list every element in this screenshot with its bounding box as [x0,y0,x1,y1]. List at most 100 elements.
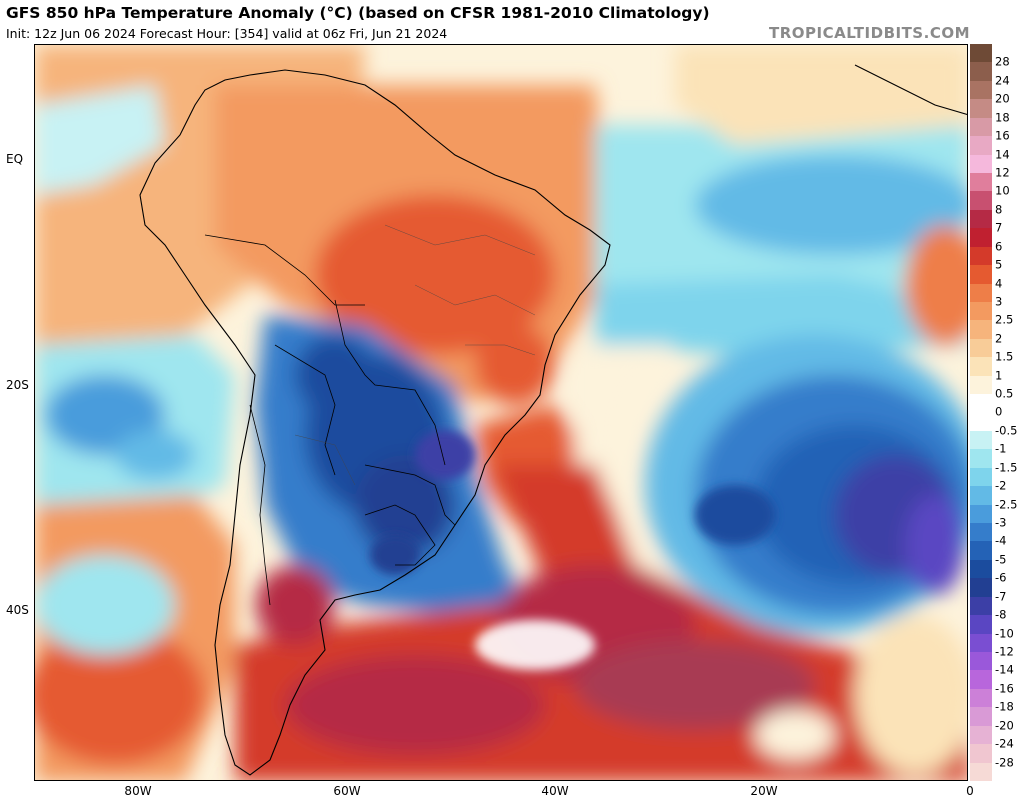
source-brand: TROPICALTIDBITS.COM [769,24,970,42]
colorbar-swatch [970,523,992,542]
colorbar-level: 7 [970,209,1022,233]
colorbar-level: -7 [970,578,1022,601]
colorbar-level: -6 [970,559,1022,583]
colorbar-swatch [970,541,992,560]
colorbar-swatch [970,449,992,468]
colorbar-label: -24 [995,736,1014,751]
colorbar-swatch [970,744,992,763]
colorbar-swatch [970,117,992,137]
colorbar-swatch [970,228,992,247]
colorbar-label: 0.5 [995,386,1014,401]
colorbar-label: 6 [995,238,1003,253]
colorbar-swatch [970,301,992,321]
colorbar-label: 2.5 [995,312,1014,327]
colorbar-swatch [970,652,992,671]
colorbar-level: 28 [970,44,1022,67]
colorbar-level: -18 [970,688,1022,712]
colorbar-swatch [970,467,992,487]
colorbar-swatch [970,44,992,63]
lat-label-20s: 20S [6,378,29,392]
colorbar-swatch [970,209,992,229]
colorbar-level: 6 [970,228,1022,251]
colorbar-level: -4 [970,523,1022,546]
colorbar-label: -10 [995,625,1014,640]
colorbar-level: 2.5 [970,301,1022,325]
colorbar-label: -18 [995,699,1014,714]
colorbar-label: 8 [995,202,1003,217]
colorbar-label: -5 [995,552,1007,567]
colorbar-level: -14 [970,652,1022,675]
colorbar-level: -3 [970,504,1022,528]
colorbar-level: 16 [970,117,1022,141]
colorbar-swatch [970,99,992,118]
colorbar-label: -0.5 [995,423,1018,438]
colorbar-swatch [970,320,992,339]
colorbar-swatch [970,80,992,100]
colorbar-level: 12 [970,154,1022,178]
colorbar-level: 2 [970,320,1022,344]
colorbar-swatch [970,504,992,524]
colorbar-level: 18 [970,99,1022,122]
anomaly-blobs [35,45,967,780]
colorbar-label: 24 [995,73,1010,88]
colorbar-level: 24 [970,62,1022,86]
colorbar-label: 4 [995,275,1003,290]
colorbar-label: 28 [995,54,1010,69]
colorbar-label: 0 [995,404,1003,419]
colorbar-label: 5 [995,257,1003,272]
colorbar-level: 1.5 [970,338,1022,362]
colorbar-label: -12 [995,644,1014,659]
colorbar-level: 14 [970,136,1022,159]
colorbar-level: -24 [970,725,1022,749]
colorbar-swatch [970,596,992,616]
borders [204,234,456,606]
colorbar-swatch [970,191,992,210]
colorbar-label: -6 [995,570,1007,585]
colorbar-level: 8 [970,191,1022,215]
colorbar-swatch [970,338,992,358]
colorbar-label: -7 [995,588,1007,603]
colorbar-label: -28 [995,754,1014,769]
anomaly-field [35,45,967,780]
colorbar-swatch [970,62,992,81]
colorbar-swatch [970,578,992,597]
colorbar-swatch [970,283,992,302]
colorbar-swatch [970,725,992,745]
lon-label-0: 0 [966,784,974,798]
colorbar-level: -16 [970,670,1022,694]
colorbar-level: 4 [970,265,1022,288]
colorbar-swatch [970,265,992,284]
colorbar-label: -8 [995,607,1007,622]
colorbar-label: 16 [995,128,1010,143]
colorbar-level: -5 [970,541,1022,565]
lon-label-20w: 20W [750,784,778,798]
colorbar-level: -20 [970,707,1022,730]
colorbar-level: -1.5 [970,449,1022,473]
colorbar-level: -12 [970,633,1022,657]
colorbar-swatch [970,430,992,450]
colorbar-label: 7 [995,220,1003,235]
lon-label-80w: 80W [124,784,152,798]
colorbar-level: -2 [970,467,1022,491]
lat-label-eq: EQ [6,152,24,166]
colorbar-label: 3 [995,294,1003,309]
colorbar-swatch [970,670,992,689]
colorbar-level: -10 [970,615,1022,638]
colorbar-swatch [970,486,992,505]
colorbar-swatch [970,615,992,634]
colorbar-level: 0 [970,394,1022,417]
colorbar-level: -2.5 [970,486,1022,509]
anomaly-map [34,44,968,781]
colorbar-level: -8 [970,596,1022,620]
colorbar-label: 12 [995,165,1010,180]
coastlines [139,64,967,776]
colorbar-label: 1 [995,367,1003,382]
forecast-info: Init: 12z Jun 06 2024 Forecast Hour: [35… [6,26,448,41]
colorbar-swatch [970,357,992,376]
colorbar-label: -14 [995,662,1014,677]
colorbar-swatch [970,559,992,579]
colorbar-level: 3 [970,283,1022,307]
colorbar-level: 10 [970,172,1022,196]
colorbar-label: -2.5 [995,496,1018,511]
colorbar-swatch [970,172,992,192]
